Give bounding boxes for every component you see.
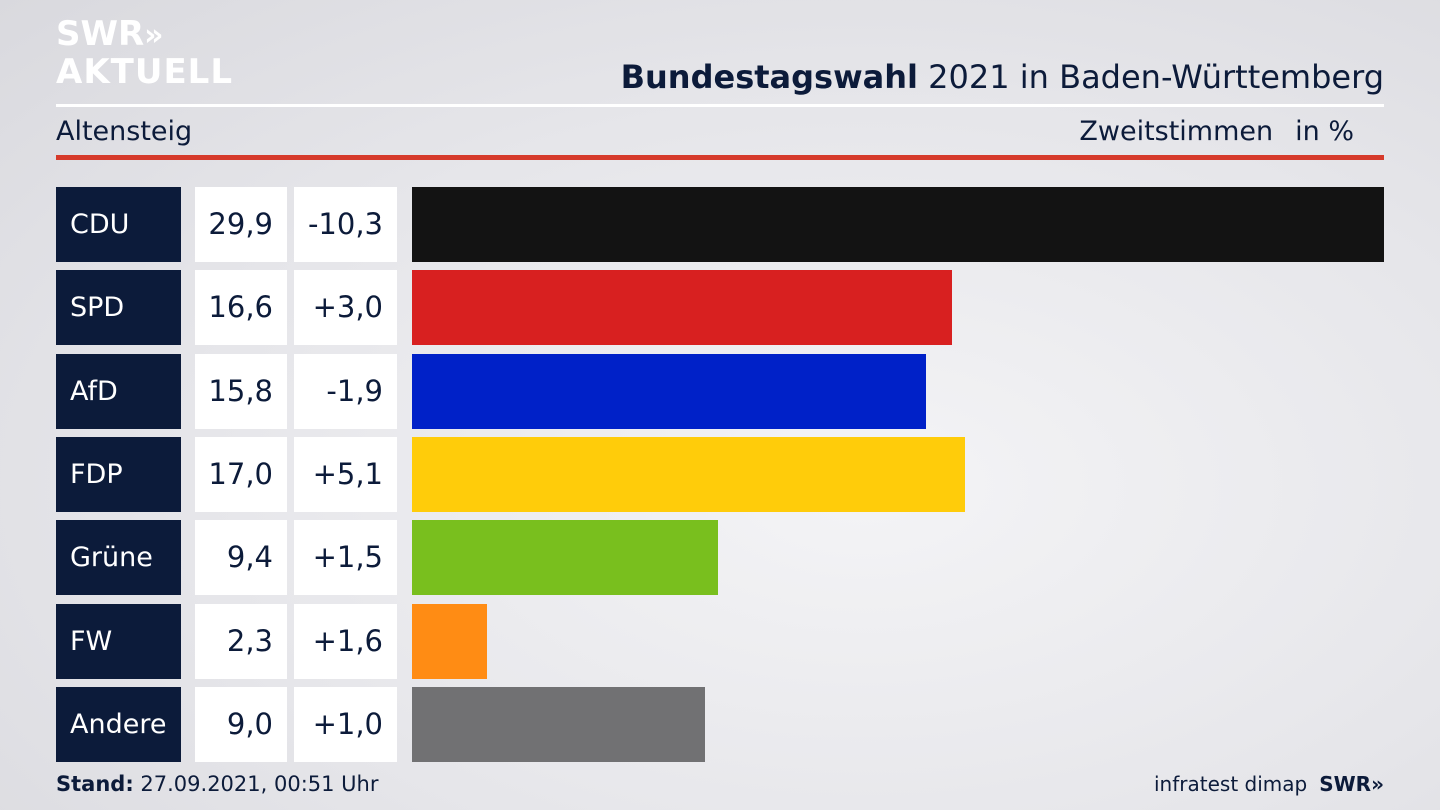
bar — [412, 187, 1384, 262]
timestamp-value: 27.09.2021, 00:51 Uhr — [133, 772, 379, 796]
accent-divider — [56, 155, 1384, 160]
diff-label: -10,3 — [294, 187, 397, 262]
value-label: 29,9 — [195, 187, 287, 262]
measure-text: Zweitstimmen — [1079, 116, 1274, 147]
diff-label: -1,9 — [294, 354, 397, 429]
source-text: infratest dimap — [1154, 772, 1308, 796]
chart-title-bold: Bundestagswahl — [620, 58, 918, 96]
diff-label: +3,0 — [294, 270, 397, 345]
footer-swr-text: SWR — [1319, 772, 1372, 796]
footer-swr-logo: SWR» — [1319, 772, 1384, 796]
chart-row: FDP 17,0 +5,1 — [56, 437, 1384, 512]
bar — [412, 437, 965, 512]
timestamp: Stand: 27.09.2021, 00:51 Uhr — [56, 772, 379, 796]
chart-row: Grüne 9,4 +1,5 — [56, 520, 1384, 595]
logo-chevron-icon: » — [144, 18, 164, 53]
party-label: SPD — [56, 270, 181, 345]
party-label: FW — [56, 604, 181, 679]
chart-row: AfD 15,8 -1,9 — [56, 354, 1384, 429]
bar — [412, 687, 705, 762]
chart-title-rest: 2021 in Baden-Württemberg — [917, 58, 1384, 96]
bar — [412, 604, 487, 679]
logo-swr-text: SWR — [56, 14, 145, 54]
logo-aktuell-text: AKTUELL — [56, 52, 234, 92]
party-label: AfD — [56, 354, 181, 429]
diff-label: +5,1 — [294, 437, 397, 512]
value-label: 16,6 — [195, 270, 287, 345]
diff-label: +1,5 — [294, 520, 397, 595]
region-label: Altensteig — [56, 116, 193, 147]
diff-label: +1,0 — [294, 687, 397, 762]
value-label: 9,4 — [195, 520, 287, 595]
header-divider — [56, 104, 1384, 107]
chart-row: SPD 16,6 +3,0 — [56, 270, 1384, 345]
unit-text: in % — [1295, 116, 1354, 147]
chart-title: Bundestagswahl 2021 in Baden-Württemberg — [621, 58, 1384, 96]
timestamp-label: Stand: — [56, 772, 134, 796]
value-label: 17,0 — [195, 437, 287, 512]
footer-chevron-icon: » — [1371, 772, 1384, 796]
bar — [412, 354, 926, 429]
bar — [412, 520, 718, 595]
source-credit: infratest dimap SWR» — [1154, 772, 1384, 796]
measure-label: Zweitstimmen in % — [1079, 116, 1354, 147]
party-label: Grüne — [56, 520, 181, 595]
party-label: CDU — [56, 187, 181, 262]
value-label: 2,3 — [195, 604, 287, 679]
swr-aktuell-logo: SWR» AKTUELL — [56, 16, 233, 90]
value-label: 15,8 — [195, 354, 287, 429]
value-label: 9,0 — [195, 687, 287, 762]
bar — [412, 270, 952, 345]
chart-row: FW 2,3 +1,6 — [56, 604, 1384, 679]
party-label: FDP — [56, 437, 181, 512]
diff-label: +1,6 — [294, 604, 397, 679]
chart-row: CDU 29,9 -10,3 — [56, 187, 1384, 262]
chart-row: Andere 9,0 +1,0 — [56, 687, 1384, 762]
party-label: Andere — [56, 687, 181, 762]
